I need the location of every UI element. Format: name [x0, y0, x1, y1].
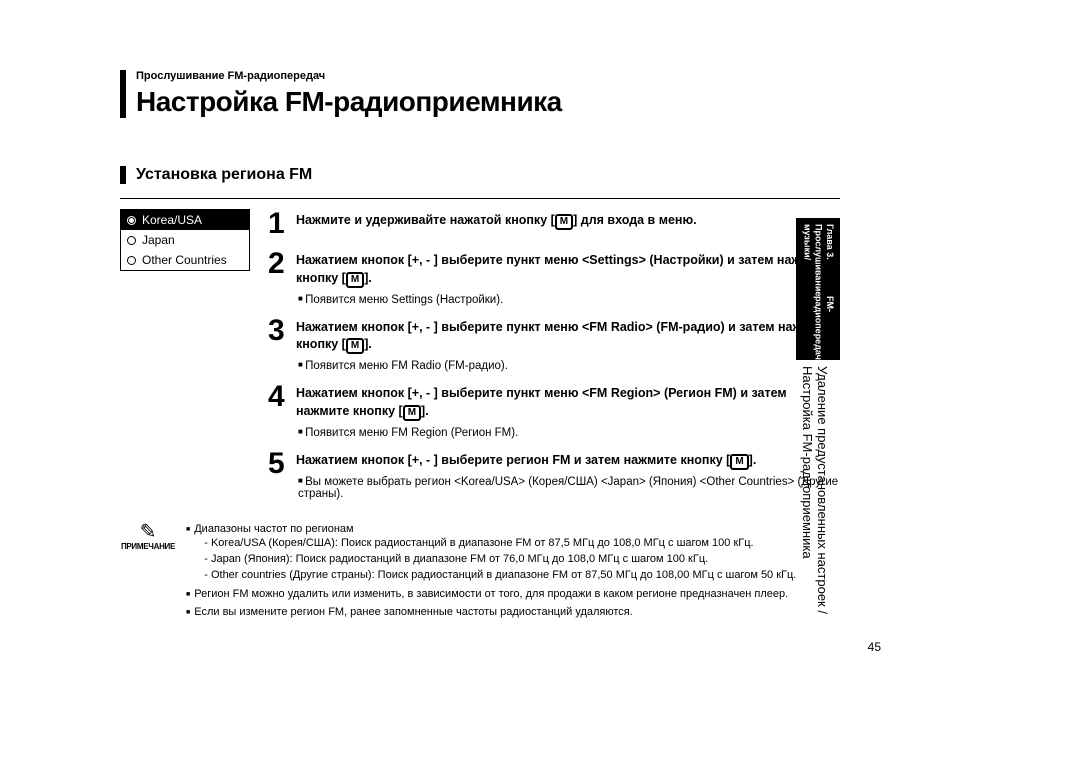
step-note: Появится меню FM Radio (FM-радио). [296, 360, 840, 372]
breadcrumb: Прослушивание FM-радиопередач [136, 70, 840, 82]
step: 3Нажатием кнопок [+, - ] выберите пункт … [268, 316, 840, 373]
bullet-icon: ■ [186, 605, 190, 620]
step-number: 4 [268, 382, 288, 439]
step-number: 1 [268, 209, 288, 239]
note-bullet-text: Если вы измените регион FM, ранее запомн… [194, 605, 633, 620]
step: 2Нажатием кнопок [+, - ] выберите пункт … [268, 249, 840, 306]
step-text: Нажатием кнопок [+, - ] выберите пункт м… [296, 385, 840, 421]
region-item-label: Other Countries [142, 253, 227, 267]
region-item-label: Korea/USA [142, 213, 202, 227]
step-text: Нажмите и удерживайте нажатой кнопку [M]… [296, 212, 840, 230]
section-rule [120, 198, 840, 199]
step-text-pre: Нажатием кнопок [+, - ] выберите пункт м… [296, 320, 831, 352]
note-icon-column: ✎ ПРИМЕЧАНИЕ [120, 522, 176, 623]
note-sub-item: - Other countries (Другие страны): Поиск… [194, 568, 796, 583]
note-bullet: ■ Регион FM можно удалить или изменить, в… [186, 587, 840, 602]
side-tab: Глава 3. Прослушивание музыки/ FM-радиоп… [796, 218, 884, 640]
side-tab-chapter-line1: Глава 3. Прослушивание музыки/ [801, 224, 835, 296]
page-number: 45 [868, 640, 881, 654]
step: 4Нажатием кнопок [+, - ] выберите пункт … [268, 382, 840, 439]
steps-list: 1Нажмите и удерживайте нажатой кнопку [M… [268, 209, 840, 510]
region-item: Other Countries [121, 250, 249, 270]
menu-button-icon: M [730, 454, 748, 470]
step-body: Нажатием кнопок [+, - ] выберите регион … [296, 449, 840, 500]
region-item: Korea/USA [121, 210, 249, 230]
step-number: 3 [268, 316, 288, 373]
note-sub-item: - Korea/USA (Корея/США): Поиск радиостан… [194, 536, 796, 551]
region-list: Korea/USA Japan Other Countries [120, 209, 250, 271]
step: 1 Нажмите и удерживайте нажатой кнопку [M… [268, 209, 840, 239]
radio-icon [127, 236, 136, 245]
note-bullet-text: Регион FM можно удалить или изменить, в … [194, 587, 788, 602]
step-number: 5 [268, 449, 288, 500]
step-text: Нажатием кнопок [+, - ] выберите пункт м… [296, 319, 840, 355]
note-bullet: ■ Если вы измените регион FM, ранее запом… [186, 605, 840, 620]
note-block: ✎ ПРИМЕЧАНИЕ ■Диапазоны частот по регион… [120, 522, 840, 623]
step: 5 Нажатием кнопок [+, - ] выберите регион… [268, 449, 840, 500]
menu-button-icon: M [403, 405, 421, 421]
step-text-pre: Нажатием кнопок [+, - ] выберите регион … [296, 453, 730, 467]
menu-button-icon: M [555, 214, 573, 230]
step-note: Появится меню FM Region (Регион FM). [296, 427, 840, 439]
side-tab-chapter: Глава 3. Прослушивание музыки/ FM-радиоп… [796, 218, 840, 360]
note-caption: ПРИМЕЧАНИЕ [120, 542, 176, 551]
radio-icon [127, 256, 136, 265]
note-bullet-text: Диапазоны частот по регионам [194, 522, 796, 537]
manual-page: Прослушивание FM-радиопередач Настройка … [120, 70, 840, 623]
step-text-post: ]. [749, 453, 757, 467]
region-item-label: Japan [142, 233, 175, 247]
step-body: Нажмите и удерживайте нажатой кнопку [M]… [296, 209, 840, 239]
section-title: Установка региона FM [136, 166, 840, 184]
step-note: Появится меню Settings (Настройки). [296, 294, 840, 306]
step-text-post: ] для входа в меню. [573, 213, 697, 227]
side-tab-section: Удаление предустановленных настроек /Нас… [796, 360, 834, 640]
note-bullet-body: Если вы измените регион FM, ранее запомн… [194, 605, 633, 620]
step-body: Нажатием кнопок [+, - ] выберите пункт м… [296, 316, 840, 373]
step-text-post: ]. [364, 337, 372, 351]
step-text: Нажатием кнопок [+, - ] выберите регион … [296, 452, 840, 470]
content-row: Korea/USA Japan Other Countries 1 Нажмите и… [120, 209, 840, 510]
step-text-pre: Нажмите и удерживайте нажатой кнопку [ [296, 213, 555, 227]
note-sub-item: - Japan (Япония): Поиск радиостанций в д… [194, 552, 796, 567]
side-tab-chapter-line2: FM-радиопередач [812, 296, 835, 360]
region-item: Japan [121, 230, 249, 250]
section-header: Установка региона FM [120, 166, 840, 184]
side-tab-section-line1: Удаление предустановленных настроек [815, 366, 830, 607]
step-note: Вы можете выбрать регион <Korea/USA> (Ко… [296, 476, 840, 500]
bullet-icon: ■ [186, 587, 190, 602]
note-body: ■Диапазоны частот по регионам- Korea/USA… [186, 522, 840, 623]
bullet-icon: ■ [186, 522, 190, 584]
page-title: Настройка FM-радиоприемника [136, 86, 840, 118]
note-bullet-body: Регион FM можно удалить или изменить, в … [194, 587, 788, 602]
note-bullet: ■Диапазоны частот по регионам- Korea/USA… [186, 522, 840, 584]
step-text-post: ]. [364, 271, 372, 285]
menu-button-icon: M [346, 272, 364, 288]
step-text-pre: Нажатием кнопок [+, - ] выберите пункт м… [296, 253, 830, 285]
step-text-post: ]. [421, 404, 429, 418]
step-text-pre: Нажатием кнопок [+, - ] выберите пункт м… [296, 386, 787, 418]
step-body: Нажатием кнопок [+, - ] выберите пункт м… [296, 249, 840, 306]
note-bullet-body: Диапазоны частот по регионам- Korea/USA … [194, 522, 796, 584]
radio-icon [127, 216, 136, 225]
pencil-icon: ✎ [120, 522, 176, 542]
step-number: 2 [268, 249, 288, 306]
step-body: Нажатием кнопок [+, - ] выберите пункт м… [296, 382, 840, 439]
page-header: Прослушивание FM-радиопередач Настройка … [120, 70, 840, 118]
step-text: Нажатием кнопок [+, - ] выберите пункт м… [296, 252, 840, 288]
menu-button-icon: M [346, 338, 364, 354]
